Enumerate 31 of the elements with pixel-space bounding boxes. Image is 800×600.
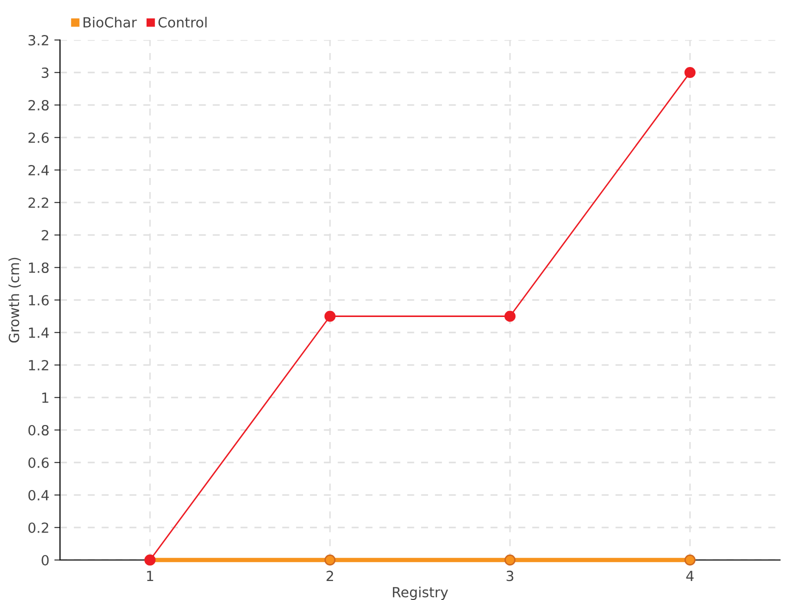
point bbox=[324, 310, 336, 322]
y-tick-label: 2.4 bbox=[28, 164, 49, 176]
point bbox=[504, 554, 516, 566]
y-tick-label: 1.2 bbox=[29, 360, 48, 370]
y-tick-label: 2.6 bbox=[28, 132, 49, 143]
y-tick-label: 3.2 bbox=[28, 34, 48, 46]
y-tick-label: 2.2 bbox=[28, 197, 48, 208]
x-axis-title: Registry bbox=[392, 586, 448, 600]
x-tick-label: 3 bbox=[506, 570, 514, 582]
legend-label: BioChar bbox=[84, 16, 137, 28]
x-tick-label: 2 bbox=[326, 570, 334, 581]
x-tick-label: 4 bbox=[686, 570, 694, 581]
y-tick-label: 0.6 bbox=[28, 457, 49, 468]
y-tick-label: 1.6 bbox=[29, 294, 49, 306]
x-tick-label: 1 bbox=[147, 570, 154, 581]
y-tick-label: 0.4 bbox=[28, 490, 49, 500]
y-tick-label: 0.2 bbox=[28, 522, 48, 533]
y-tick-label: 0 bbox=[42, 554, 49, 566]
point bbox=[504, 310, 516, 322]
y-tick-label: 1 bbox=[42, 392, 48, 403]
y-tick-label: 1.4 bbox=[29, 328, 49, 338]
y-tick-label: 1.8 bbox=[29, 262, 49, 273]
y-tick-label: 2.8 bbox=[28, 100, 49, 110]
y-tick-label: 0.8 bbox=[28, 424, 49, 436]
legend-label: Control bbox=[158, 16, 207, 28]
point bbox=[324, 554, 336, 566]
y-tick-label: 2 bbox=[42, 230, 48, 240]
y-tick-label: 3 bbox=[42, 67, 48, 78]
point bbox=[684, 66, 696, 78]
y-axis-title: Growth (cm) bbox=[8, 258, 21, 343]
point bbox=[684, 554, 696, 566]
